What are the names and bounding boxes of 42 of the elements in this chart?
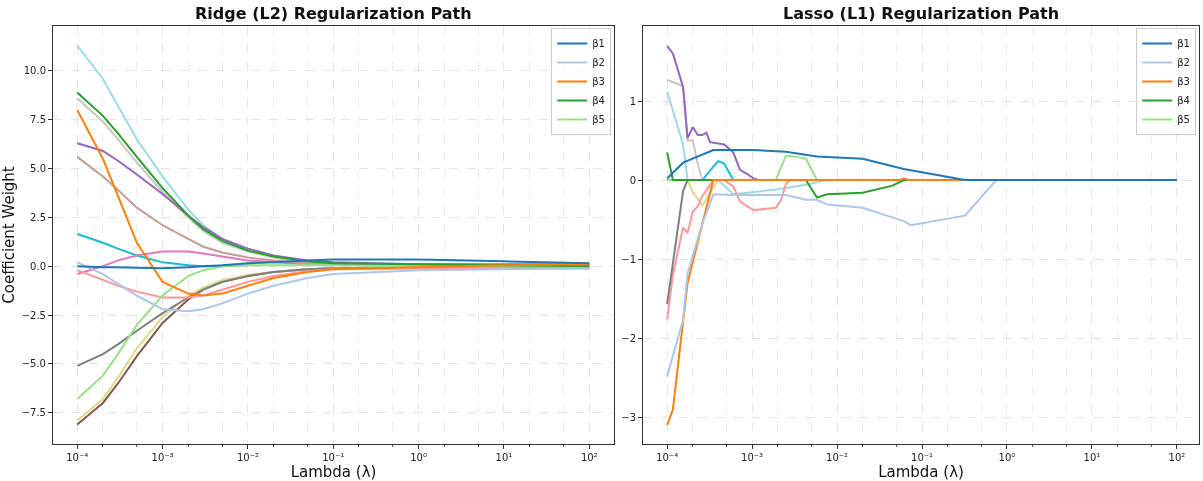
x-tick-label: 10⁰ [998, 452, 1016, 463]
x-tick-label: 10⁻¹ [911, 452, 934, 463]
y-tick-label: 0 [629, 174, 636, 186]
y-tick-label: 10.0 [23, 65, 46, 77]
y-tick-label: −2.5 [21, 309, 46, 321]
x-tick-label: 10⁻³ [741, 452, 764, 463]
legend-label: β3 [1177, 76, 1190, 88]
x-tick-label: 10⁻¹ [322, 452, 345, 463]
y-tick-label: −7.5 [21, 407, 46, 419]
x-axis-title: Lambda (λ) [878, 463, 964, 481]
chart-title: Lasso (L1) Regularization Path [783, 4, 1060, 23]
x-tick-label: 10² [1168, 452, 1186, 463]
x-tick-label: 10² [580, 452, 598, 463]
legend-label: β1 [592, 38, 605, 50]
x-tick-label: 10⁻² [826, 452, 849, 463]
legend-label: β2 [592, 57, 605, 69]
x-tick-label: 10⁰ [410, 452, 427, 463]
legend-label: β3 [592, 76, 605, 88]
x-axis-title: Lambda (λ) [290, 463, 377, 481]
x-tick-label: 10⁻⁴ [66, 452, 89, 463]
legend-label: β2 [1177, 57, 1190, 69]
legend-label: β4 [592, 95, 605, 107]
x-tick-label: 10¹ [1083, 452, 1101, 463]
x-tick-label: 10⁻⁴ [656, 452, 679, 463]
legend-label: β5 [1177, 114, 1190, 126]
y-tick-label: −2 [621, 332, 636, 344]
y-tick-label: 7.5 [30, 114, 46, 126]
x-tick-label: 10⁻² [236, 452, 259, 463]
y-tick-label: 0.0 [30, 260, 46, 272]
x-tick-label: 10⁻³ [151, 452, 174, 463]
y-tick-label: −3 [621, 411, 636, 423]
x-tick-label: 10¹ [495, 452, 513, 463]
y-tick-label: −5.0 [21, 358, 46, 370]
y-tick-label: 1 [629, 95, 636, 107]
legend-label: β5 [592, 114, 605, 126]
y-tick-label: 2.5 [30, 211, 46, 223]
chart-title: Ridge (L2) Regularization Path [195, 4, 472, 23]
legend-label: β1 [1177, 38, 1190, 50]
y-tick-label: −1 [621, 253, 636, 265]
y-axis-title: Coefficient Weight [0, 166, 18, 304]
y-tick-label: 5.0 [30, 163, 46, 175]
legend-label: β4 [1177, 95, 1190, 107]
